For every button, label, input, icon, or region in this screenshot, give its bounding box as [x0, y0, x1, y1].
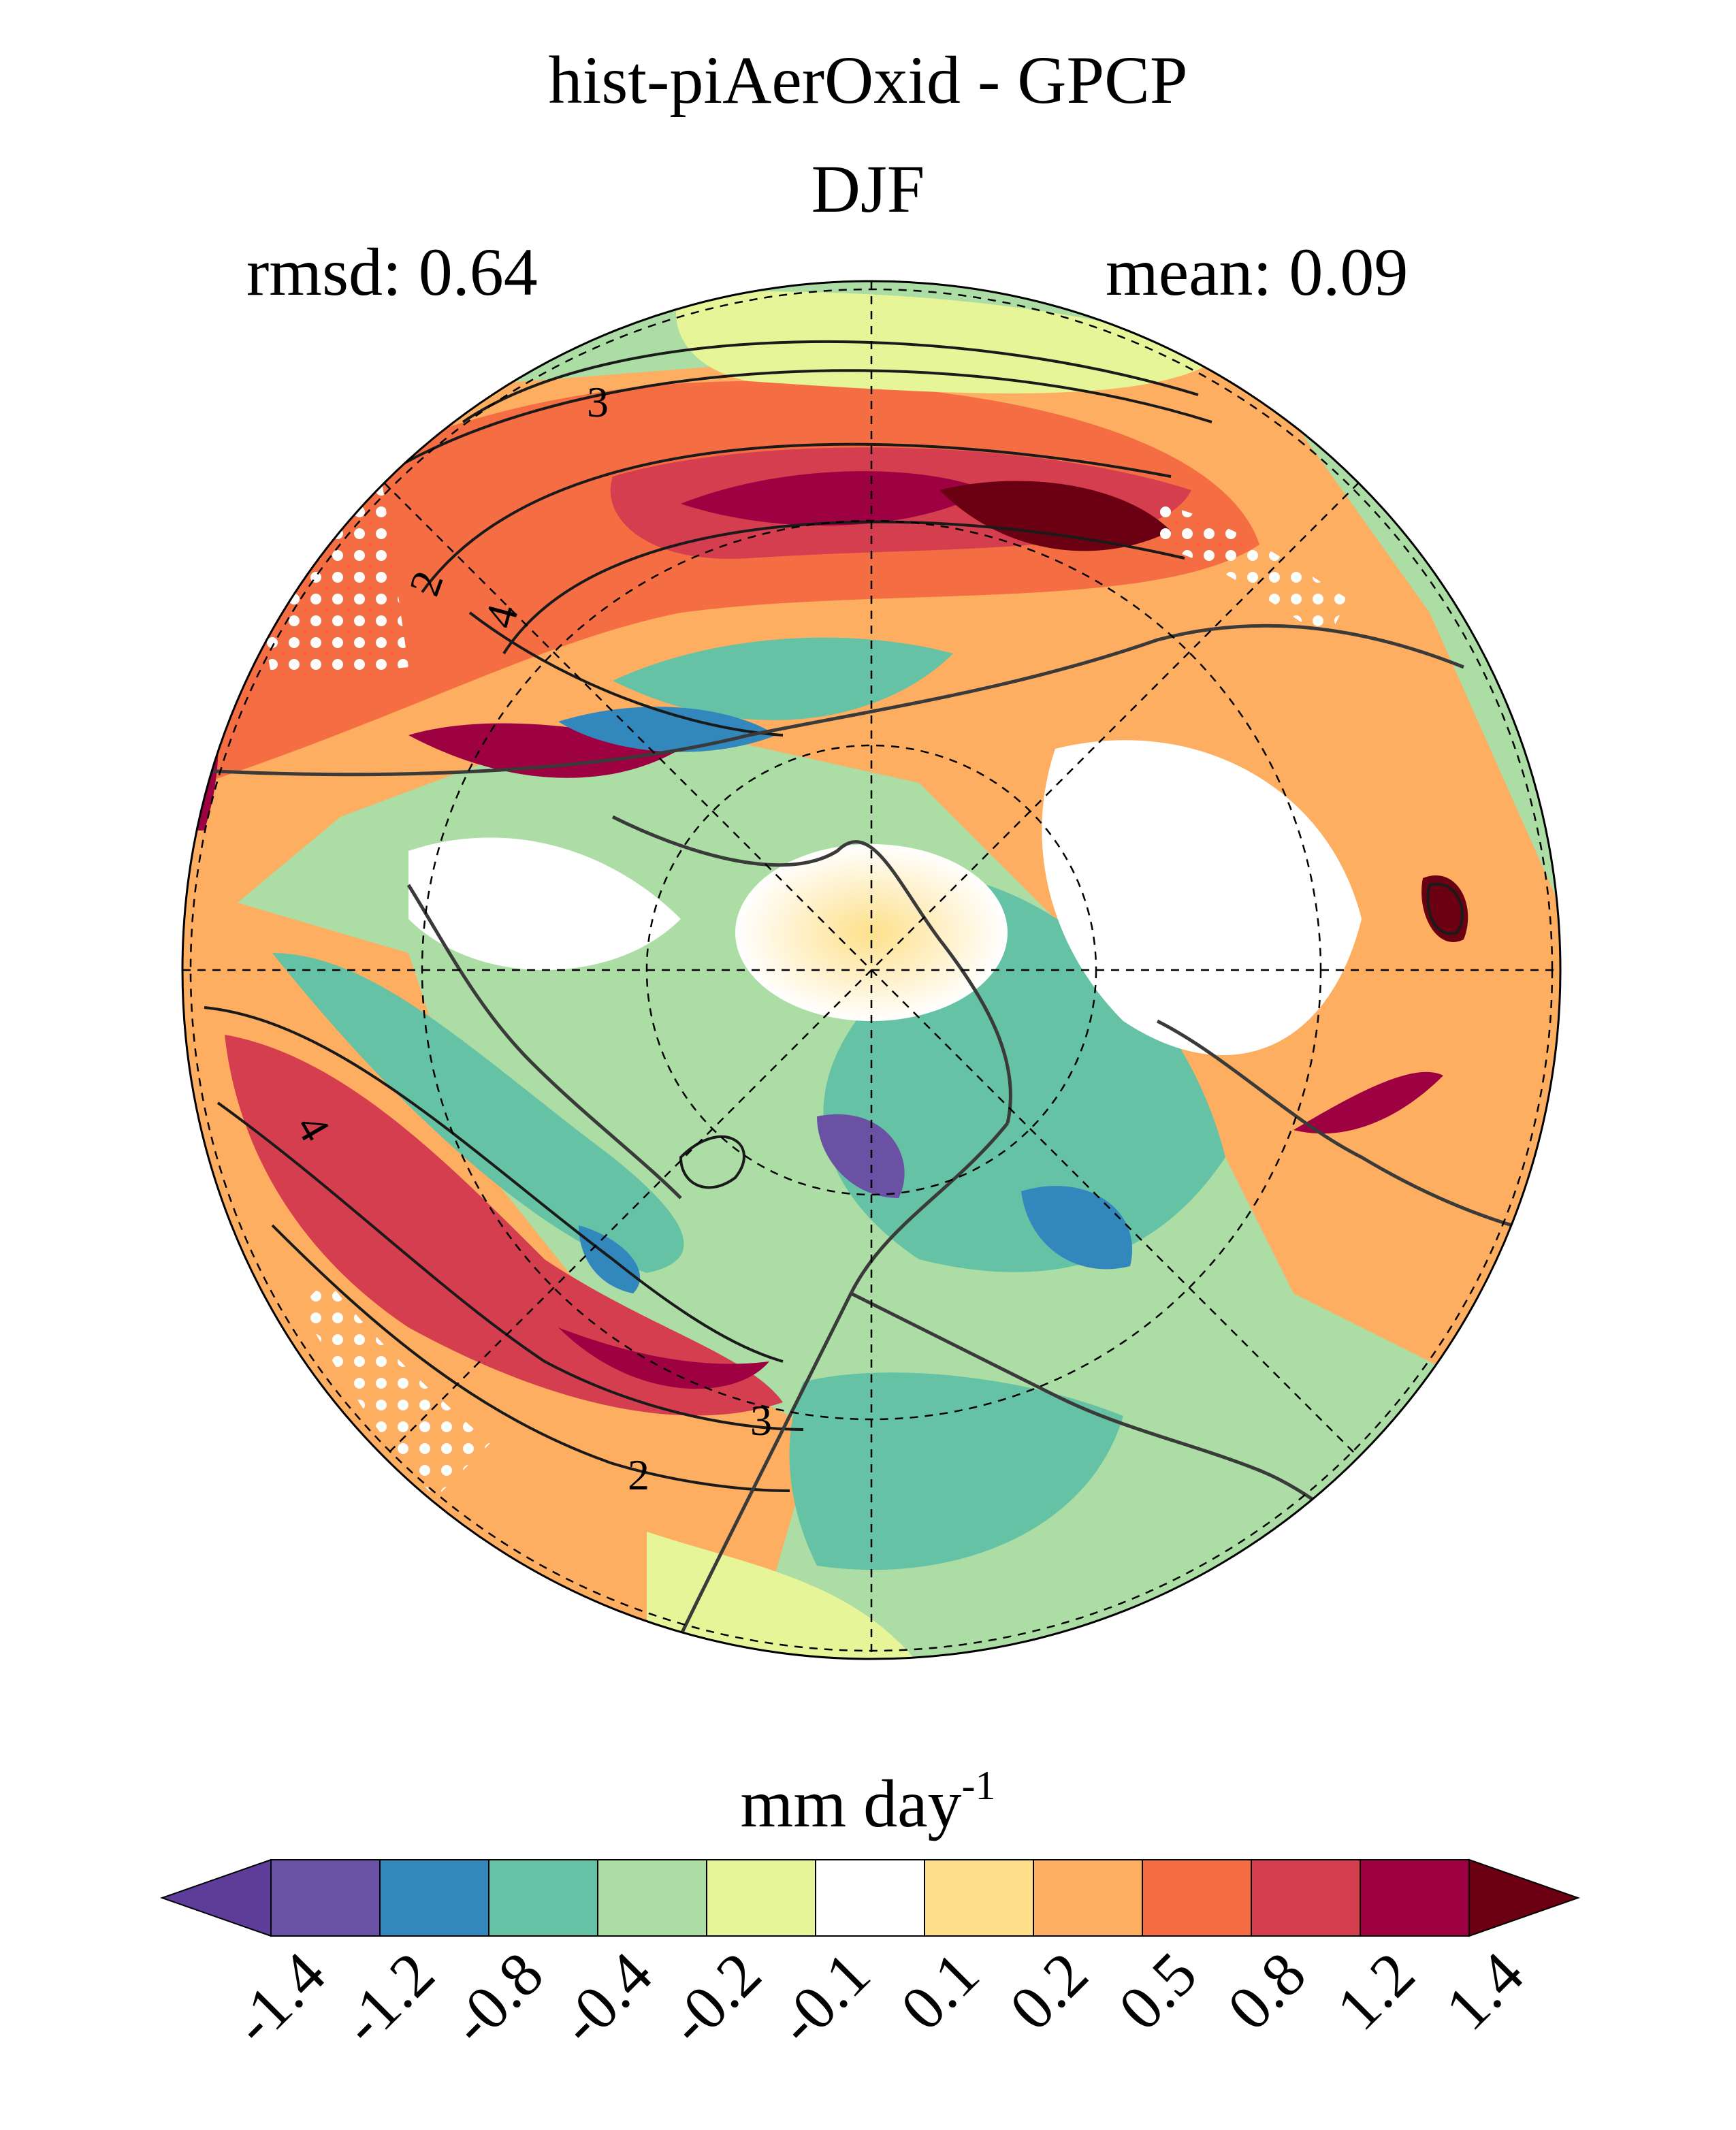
colorbar-tick-label: 0.5	[1106, 1939, 1210, 2043]
colorbar-swatch	[1142, 1859, 1252, 1937]
colorbar-tick-label: 1.4	[1432, 1939, 1537, 2043]
colorbar-tick-label: -0.2	[655, 1939, 774, 2058]
field-region	[1293, 1071, 1443, 1134]
colorbar-swatch	[270, 1859, 381, 1937]
colorbar-tick-label: 0.8	[1215, 1939, 1319, 2043]
colorbar-tick-label: 0.2	[997, 1939, 1101, 2043]
field-region	[1421, 875, 1468, 942]
field-region	[789, 1372, 1123, 1570]
colorbar-tick-label: 1.2	[1323, 1939, 1428, 2043]
colorbar-swatches	[159, 1858, 1581, 1937]
colorbar-swatch	[1033, 1859, 1143, 1937]
rmsd-value: 0.64	[418, 234, 538, 310]
colorbar-extend-min	[159, 1858, 272, 1937]
colorbar-units: mm day-1	[0, 1765, 1736, 1838]
colorbar-swatch	[488, 1859, 598, 1937]
units-exponent: -1	[961, 1763, 996, 1808]
polar-map: 3 2 4 4 3 2	[181, 280, 1562, 1660]
field-region	[225, 1035, 783, 1416]
colorbar-tick-labels: -1.4-1.2-0.8-0.4-0.2-0.1 0.1 0.2 0.5 0.8 1.2 1…	[219, 1939, 1537, 2058]
colorbar-swatch	[379, 1859, 489, 1937]
mean-stat: mean: 0.09	[1106, 238, 1408, 306]
field-region	[408, 837, 681, 970]
field-region	[272, 953, 684, 1273]
graticule	[182, 281, 1560, 1659]
colorbar-swatch	[1251, 1859, 1361, 1937]
colorbar-tick-label: 0.1	[888, 1939, 992, 2043]
colorbar-tick-label: -0.4	[546, 1939, 665, 2058]
field-region	[939, 481, 1171, 551]
rmsd-stat: rmsd: 0.64	[246, 238, 538, 306]
colorbar-tick-label: -0.1	[764, 1939, 883, 2058]
map-title: hist-piAerOxid - GPCP	[548, 42, 1188, 118]
map-field	[182, 281, 1560, 1659]
field-region	[1021, 1186, 1133, 1270]
stippling	[300, 1280, 490, 1498]
field-region	[579, 1225, 641, 1293]
stippling	[245, 477, 408, 681]
map-boundary	[181, 280, 1562, 1660]
colorbar-tick-label: -1.2	[328, 1939, 447, 2058]
colorbar-swatch	[815, 1859, 925, 1937]
contour-label: 2	[628, 1451, 649, 1499]
field-region	[558, 1327, 769, 1389]
field-region	[817, 1114, 905, 1198]
colorbar-swatch	[1360, 1859, 1470, 1937]
rmsd-label: rmsd:	[246, 234, 402, 310]
units-base: mm day	[740, 1766, 962, 1841]
stippling	[1151, 504, 1348, 640]
field-region	[681, 471, 987, 526]
contour-label: 3	[587, 378, 609, 426]
field-region	[1042, 740, 1362, 1055]
colorbar: -1.4-1.2-0.8-0.4-0.2-0.1 0.1 0.2 0.5 0.8 1.2 1…	[159, 1858, 1581, 2058]
contour-label: 3	[750, 1396, 772, 1445]
field-region	[613, 637, 953, 720]
mean-value: 0.09	[1289, 234, 1409, 310]
colorbar-tick-label: -1.4	[219, 1939, 338, 2058]
colorbar-swatch	[706, 1859, 816, 1937]
climatology-contours	[204, 340, 1464, 1492]
colorbar-extend-max	[1468, 1858, 1581, 1937]
field-region	[1152, 1336, 1430, 1487]
colorbar-swatch	[597, 1859, 707, 1937]
mean-label: mean:	[1106, 234, 1272, 310]
colorbar-tick-label: -0.8	[437, 1939, 556, 2058]
colorbar-swatch	[924, 1859, 1034, 1937]
season-label: DJF	[811, 151, 925, 227]
